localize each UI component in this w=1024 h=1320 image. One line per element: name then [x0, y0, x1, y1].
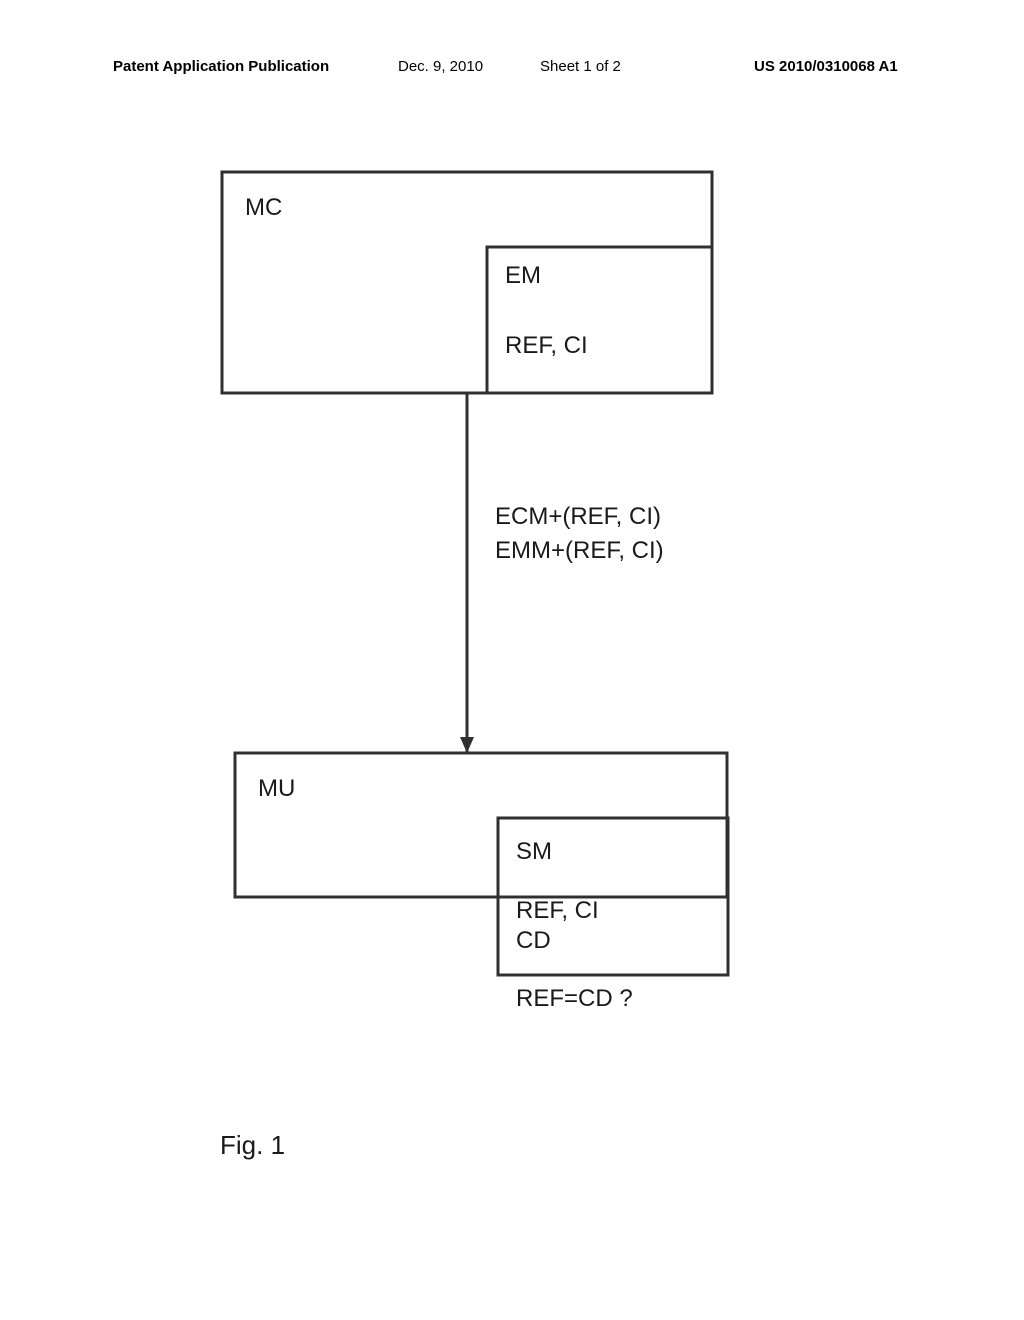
label-em: EM [505, 262, 541, 290]
label-mu: MU [258, 775, 295, 803]
figure-label: Fig. 1 [220, 1130, 285, 1161]
box-mc [222, 172, 712, 393]
label-em-sub: REF, CI [505, 332, 588, 360]
diagram-svg [0, 0, 1024, 1320]
arrow-head [460, 737, 474, 753]
label-sm-l2: CD [516, 927, 551, 955]
label-mc: MC [245, 194, 282, 222]
label-sm-q: REF=CD ? [516, 985, 633, 1013]
label-sm: SM [516, 838, 552, 866]
label-ecm: ECM+(REF, CI) [495, 503, 661, 531]
box-mu [235, 753, 727, 897]
label-emm: EMM+(REF, CI) [495, 537, 664, 565]
label-sm-l1: REF, CI [516, 897, 599, 925]
